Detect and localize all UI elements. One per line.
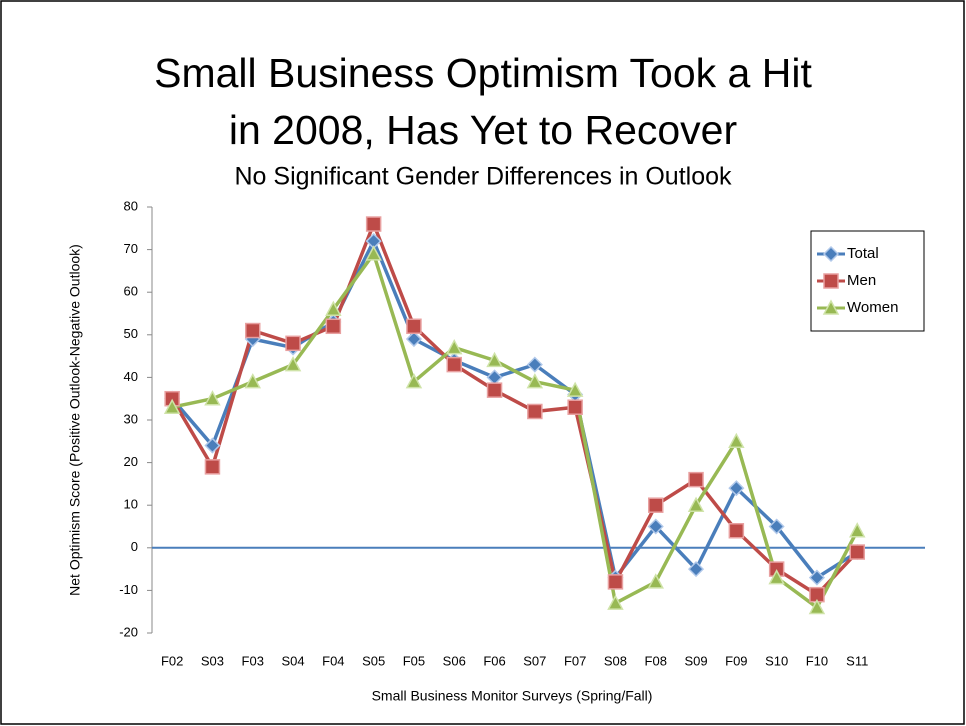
marker — [687, 561, 705, 578]
marker — [822, 299, 840, 315]
marker — [526, 356, 543, 373]
x-tick-label: F06 — [483, 653, 505, 668]
marker — [204, 437, 221, 454]
marker — [687, 496, 705, 512]
legend-label: Women — [847, 299, 898, 316]
x-axis-label: Small Business Monitor Surveys (Spring/F… — [372, 688, 653, 704]
marker — [647, 518, 664, 535]
y-tick-label: 20 — [124, 454, 138, 469]
marker — [808, 569, 826, 586]
marker — [688, 471, 704, 488]
marker — [245, 322, 261, 339]
marker — [808, 598, 826, 615]
marker — [728, 523, 745, 539]
y-tick-label: 80 — [124, 198, 138, 213]
marker — [284, 356, 302, 372]
marker — [822, 245, 840, 263]
x-tick-label: S05 — [362, 653, 385, 668]
chart-title: Small Business Optimism Took a Hit — [154, 50, 812, 96]
marker — [365, 216, 382, 232]
marker — [728, 480, 745, 497]
chart-title: in 2008, Has Yet to Recover — [229, 107, 737, 153]
marker — [163, 398, 181, 414]
marker — [244, 373, 262, 389]
marker — [728, 432, 745, 449]
marker — [567, 399, 583, 415]
marker — [647, 573, 665, 589]
y-tick-label: 30 — [124, 411, 138, 426]
y-tick-label: 60 — [124, 284, 138, 299]
marker — [325, 318, 342, 335]
marker — [365, 245, 382, 261]
x-tick-label: S11 — [846, 653, 868, 668]
marker — [849, 544, 865, 560]
marker — [446, 356, 462, 373]
marker — [607, 574, 624, 590]
marker — [405, 373, 423, 389]
marker — [768, 518, 785, 535]
marker — [486, 351, 503, 368]
y-tick-label: 40 — [124, 369, 138, 384]
marker — [607, 594, 624, 610]
legend-label: Total — [847, 245, 879, 262]
x-tick-label: F07 — [564, 653, 586, 668]
marker — [526, 373, 544, 389]
y-axis-label: Net Optimism Score (Positive Outlook-Neg… — [67, 244, 83, 596]
x-tick-label: S04 — [281, 653, 304, 668]
x-tick-label: S06 — [443, 653, 466, 668]
chart-subtitle: No Significant Gender Differences in Out… — [234, 163, 732, 191]
marker — [527, 403, 543, 420]
x-tick-label: F10 — [806, 653, 828, 668]
marker — [445, 338, 463, 355]
x-tick-label: S10 — [765, 653, 788, 668]
series-line — [171, 252, 859, 610]
x-tick-label: F02 — [161, 653, 183, 668]
marker — [823, 273, 839, 289]
y-tick-label: 0 — [131, 539, 138, 554]
y-tick-label: 70 — [124, 241, 138, 256]
x-tick-label: F05 — [403, 653, 425, 668]
x-tick-label: F08 — [645, 653, 667, 668]
marker — [486, 382, 503, 398]
marker — [204, 390, 221, 406]
x-tick-label: F04 — [322, 653, 344, 668]
marker — [325, 300, 342, 316]
marker — [204, 459, 221, 475]
x-tick-label: F03 — [242, 653, 264, 668]
x-tick-label: S03 — [201, 653, 224, 668]
x-tick-label: S07 — [523, 653, 546, 668]
marker — [848, 522, 866, 538]
marker — [406, 318, 422, 335]
marker — [648, 497, 664, 513]
marker — [566, 381, 584, 397]
legend-label: Men — [847, 272, 876, 289]
y-tick-label: -20 — [119, 624, 138, 639]
y-tick-label: 50 — [124, 326, 138, 341]
x-tick-label: F09 — [725, 653, 747, 668]
marker — [405, 330, 423, 348]
x-tick-label: S08 — [604, 653, 627, 668]
y-tick-label: 10 — [124, 497, 138, 512]
marker — [285, 335, 301, 352]
y-tick-label: -10 — [119, 582, 138, 597]
x-tick-label: S09 — [684, 653, 707, 668]
marker — [768, 569, 785, 585]
